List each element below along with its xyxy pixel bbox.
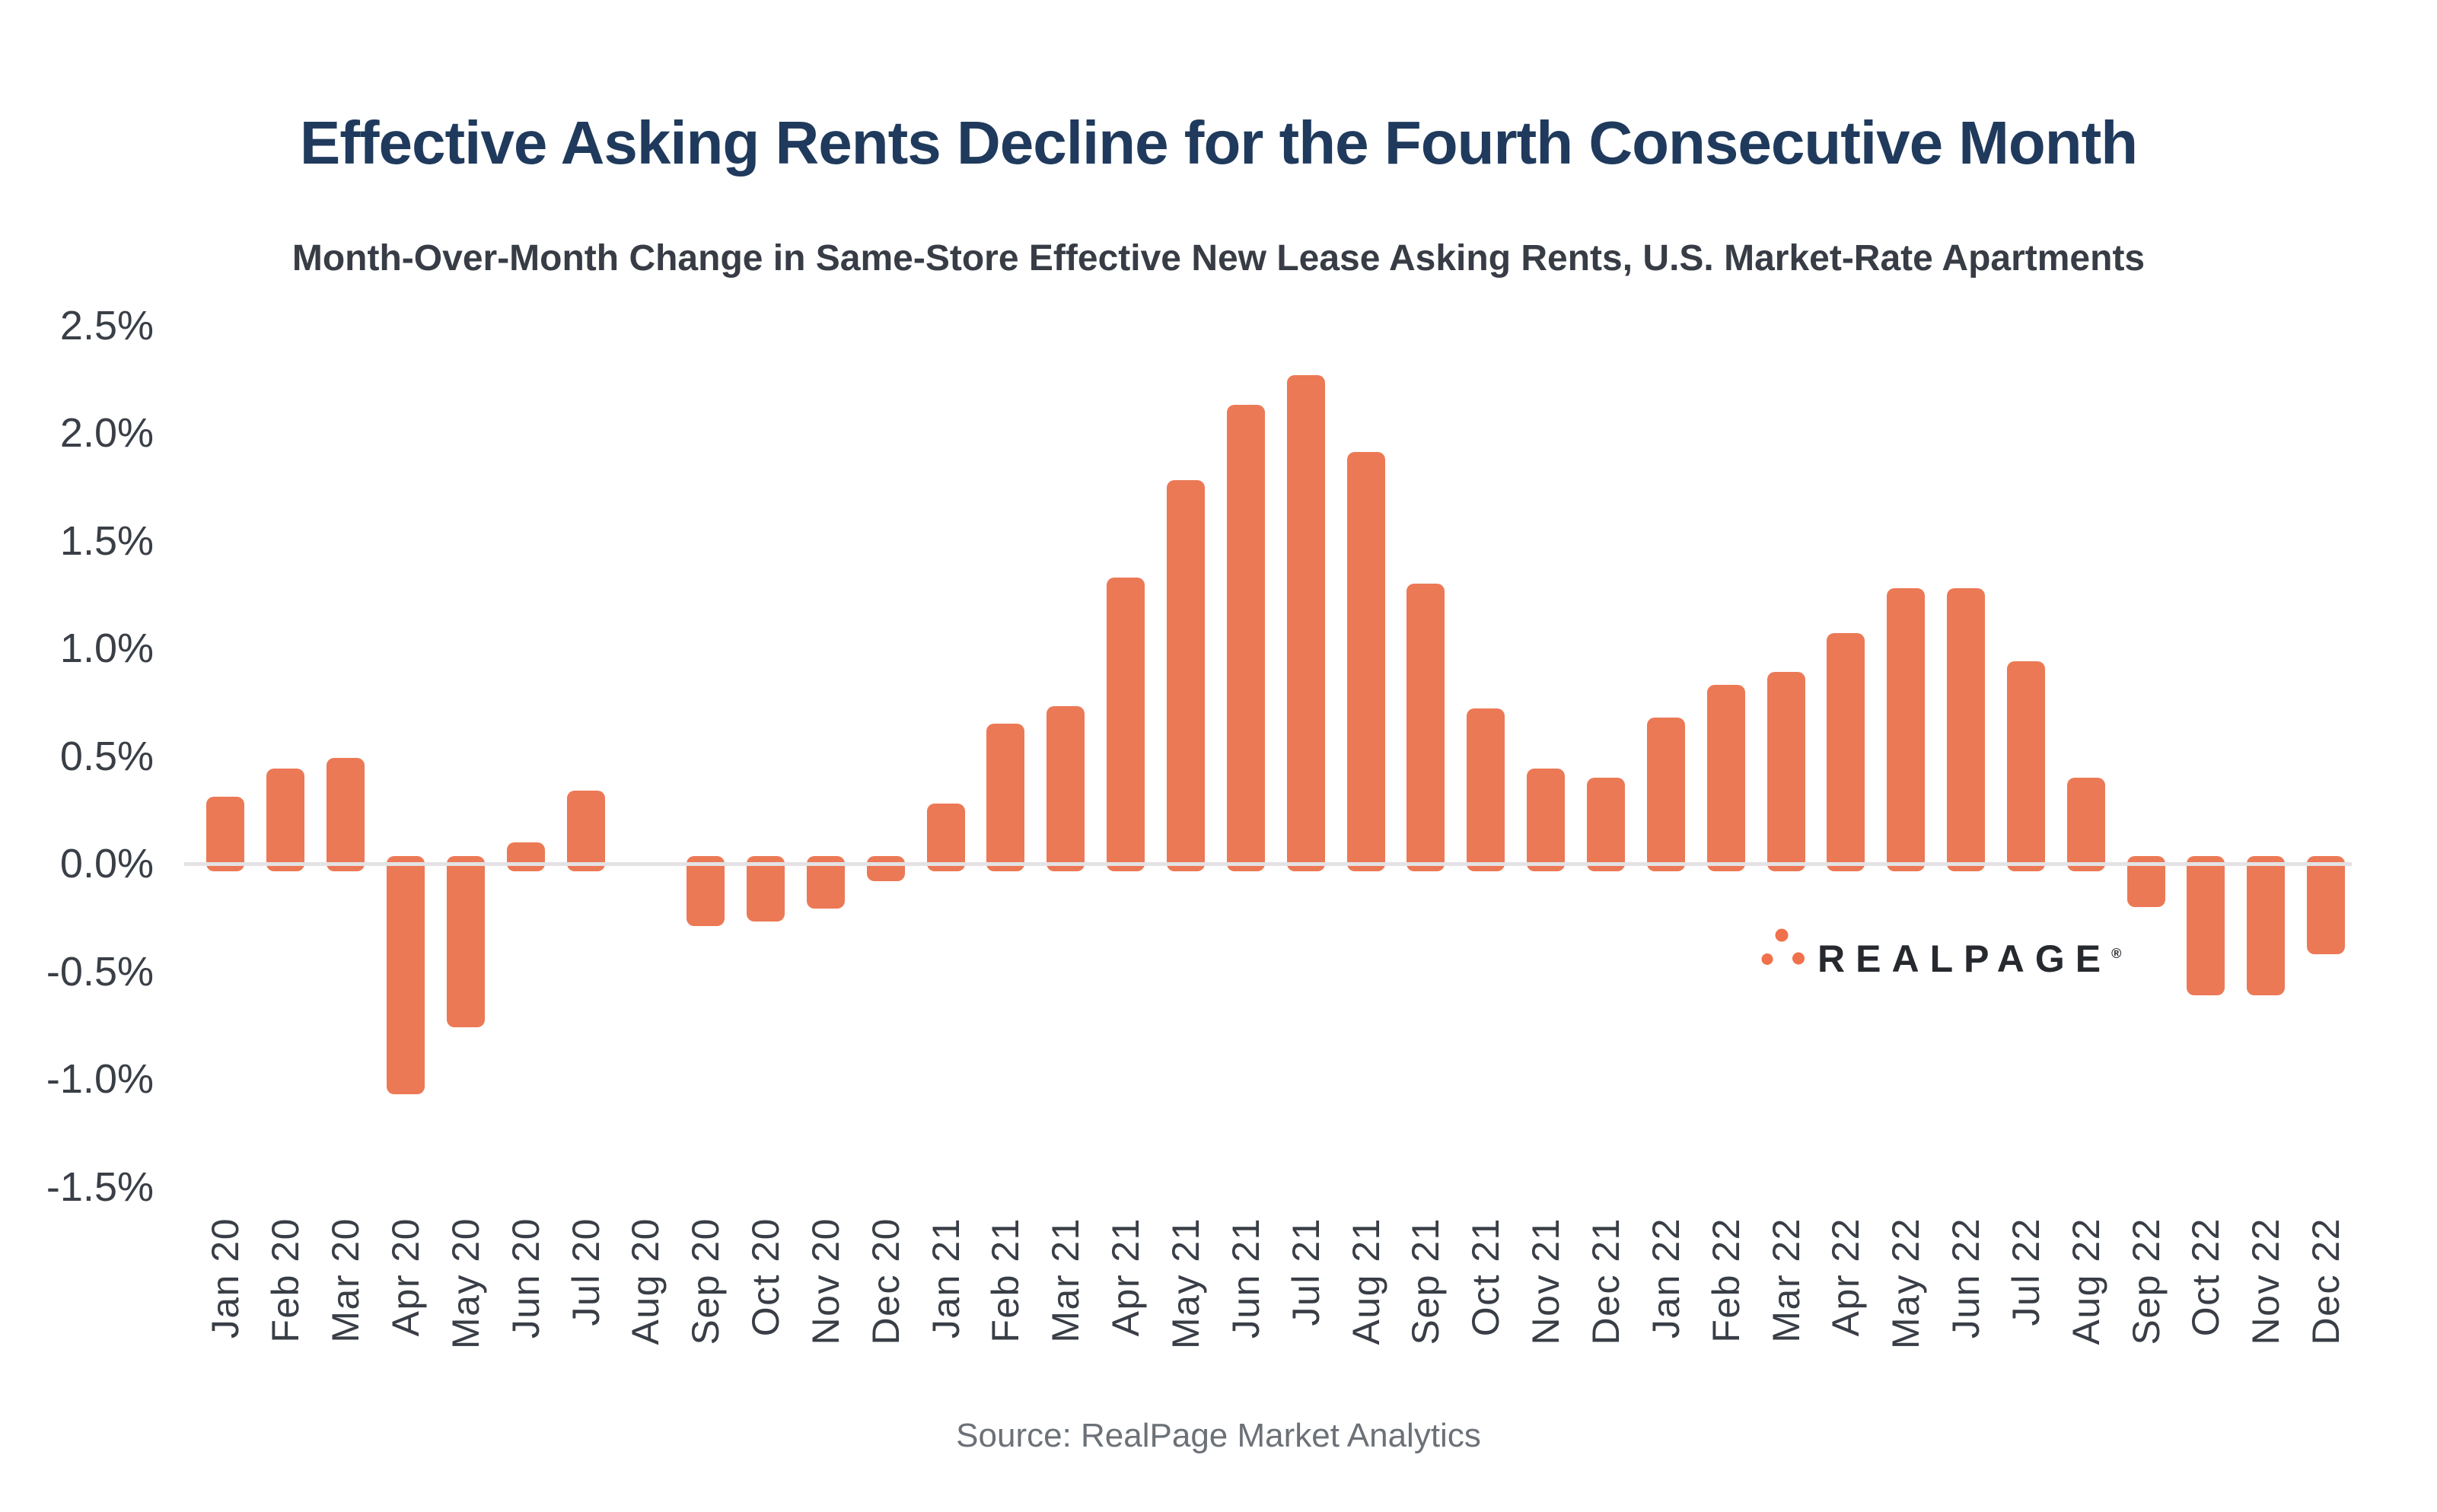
x-tick-label: Jul 21 — [1284, 1218, 1327, 1326]
x-tick-label: Dec 20 — [864, 1218, 907, 1345]
x-tick-label: Jul 20 — [564, 1218, 607, 1326]
x-tick-label: Aug 21 — [1344, 1218, 1387, 1345]
registered-trademark-icon: ® — [2111, 946, 2122, 961]
bar — [446, 856, 485, 1028]
x-tick-label: Feb 20 — [264, 1218, 307, 1343]
bar — [266, 769, 305, 871]
bar — [1467, 708, 1505, 871]
bar — [1646, 717, 1685, 871]
bar — [1286, 374, 1325, 871]
bar — [1766, 672, 1805, 871]
x-tick-label: Nov 22 — [2244, 1218, 2288, 1345]
x-tick-label: Dec 21 — [1584, 1218, 1627, 1345]
bar — [1346, 452, 1385, 871]
x-tick-label: Apr 21 — [1104, 1218, 1148, 1337]
bar — [2247, 856, 2286, 995]
bar — [687, 856, 725, 927]
x-tick-label: Oct 21 — [1464, 1218, 1508, 1337]
y-tick-label: -0.5% — [46, 948, 154, 995]
x-tick-label: Mar 20 — [324, 1218, 368, 1343]
x-tick-label: May 21 — [1164, 1218, 1207, 1349]
y-tick-label: 0.0% — [59, 841, 154, 887]
chart-title: Effective Asking Rents Decline for the F… — [299, 109, 2138, 177]
x-tick-label: Apr 20 — [384, 1218, 427, 1337]
y-tick-label: 1.5% — [59, 517, 154, 564]
y-tick-label: 1.0% — [59, 625, 154, 671]
bar — [1586, 777, 1625, 871]
bar — [1706, 685, 1745, 871]
y-axis: 2.5% 2.0% 1.5% 1.0% 0.5% 0.0% -0.5% -1.0% -1.5% — [30, 0, 154, 1294]
bar — [2307, 856, 2346, 954]
bar — [1406, 584, 1445, 871]
y-tick-label: 0.5% — [59, 733, 154, 779]
bar — [1527, 769, 1566, 871]
realpage-logo: REALPAGE® — [1758, 923, 2121, 978]
x-tick-label: Jan 22 — [1644, 1218, 1687, 1339]
x-tick-label: Jan 20 — [204, 1218, 247, 1339]
x-tick-label: Jun 21 — [1224, 1218, 1267, 1339]
x-tick-label: Jun 22 — [1945, 1218, 1988, 1339]
x-tick-label: Mar 22 — [1764, 1218, 1808, 1343]
x-tick-label: May 20 — [444, 1218, 487, 1349]
bar — [2187, 856, 2225, 995]
x-tick-label: Sep 20 — [684, 1218, 728, 1345]
chart-subtitle: Month-Over-Month Change in Same-Store Ef… — [291, 238, 2146, 279]
bar — [327, 758, 365, 871]
bar — [2066, 777, 2105, 871]
x-tick-label: Jan 21 — [924, 1218, 967, 1339]
x-tick-label: Sep 21 — [1404, 1218, 1448, 1345]
bar — [1046, 706, 1085, 871]
x-tick-label: Aug 22 — [2064, 1218, 2107, 1345]
realpage-wordmark: REALPAGE — [1817, 937, 2112, 980]
x-tick-label: Feb 21 — [984, 1218, 1027, 1343]
x-tick-label: Jul 22 — [2004, 1218, 2047, 1326]
bar — [206, 797, 245, 871]
bar — [926, 803, 965, 871]
realpage-dots-icon — [1761, 928, 1805, 965]
bar — [1167, 480, 1205, 871]
x-tick-label: Mar 21 — [1044, 1218, 1088, 1343]
bar — [747, 856, 785, 922]
bar — [1827, 633, 1865, 871]
y-tick-label: 2.0% — [59, 410, 154, 456]
y-tick-label: 2.5% — [59, 302, 154, 349]
realpage-logo-text: REALPAGE® — [1817, 934, 2121, 978]
x-tick-label: Nov 20 — [804, 1218, 847, 1345]
x-tick-label: Dec 22 — [2305, 1218, 2348, 1345]
x-tick-label: Oct 22 — [2184, 1218, 2228, 1337]
bar — [386, 856, 425, 1094]
bar — [1947, 587, 1986, 871]
bar — [506, 842, 545, 871]
bar — [866, 856, 905, 881]
y-tick-label: -1.0% — [46, 1056, 154, 1102]
bar — [1226, 405, 1265, 871]
x-tick-label: May 22 — [1884, 1218, 1928, 1349]
x-tick-label: Nov 21 — [1524, 1218, 1568, 1345]
zero-axis-line — [184, 862, 2352, 866]
y-tick-label: -1.5% — [46, 1163, 154, 1210]
bar — [566, 790, 605, 871]
x-tick-label: Jun 20 — [504, 1218, 547, 1339]
bar — [1107, 577, 1145, 871]
x-tick-label: Aug 20 — [624, 1218, 667, 1345]
bar — [1887, 587, 1926, 871]
x-tick-label: Sep 22 — [2124, 1218, 2168, 1345]
bar — [2006, 661, 2045, 871]
x-tick-label: Feb 22 — [1704, 1218, 1747, 1343]
x-tick-label: Apr 22 — [1824, 1218, 1868, 1337]
bar — [986, 724, 1025, 871]
x-tick-label: Oct 20 — [744, 1218, 788, 1337]
source-note: Source: RealPage Market Analytics — [956, 1417, 1481, 1454]
